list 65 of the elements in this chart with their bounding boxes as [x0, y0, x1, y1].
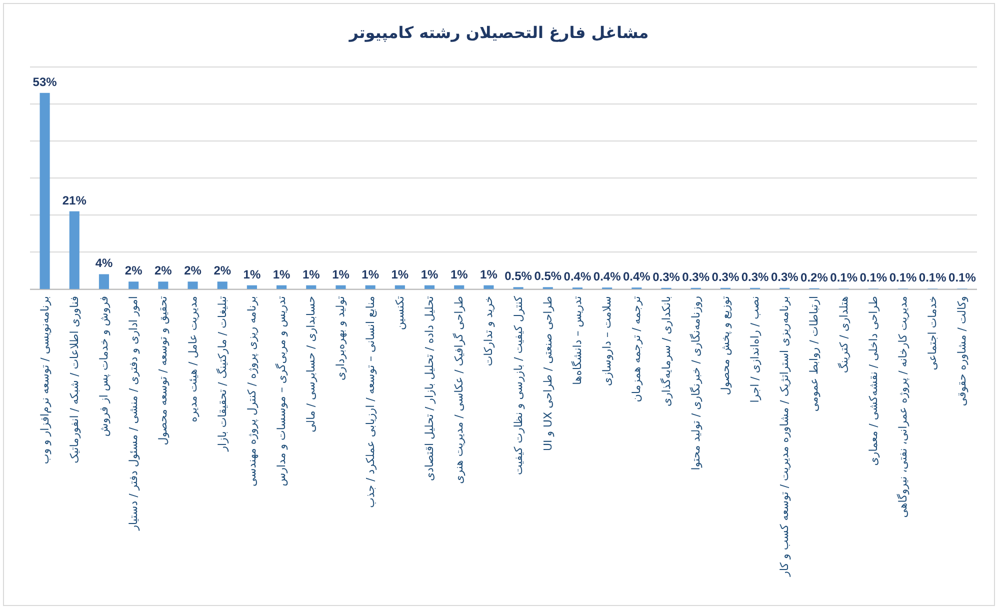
x-tick-label: طراحی داخلی / نقشه‌کشی / معماری [866, 296, 880, 466]
x-tick-label: بانکداری / سرمایه‌گذاری [660, 296, 673, 406]
x-tick-label: برنامه ریزی پروژه / کنترل پروژه مهندسی [245, 296, 258, 486]
data-label: 0.3% [712, 270, 740, 284]
x-tick-label: خرید و تدارکات [482, 296, 496, 366]
data-label: 1% [391, 267, 409, 282]
data-label: 0.3% [741, 270, 769, 284]
data-label: 2% [214, 264, 232, 278]
x-tick-label: امور اداری و دفتری / منشی / مسئول دفتر / دستیار [127, 296, 140, 530]
data-label: 0.1% [860, 270, 888, 285]
title: مشاغل فارغ التحصیلان رشته کامپیوتر [349, 23, 649, 42]
x-tick-label: تدریس و مربی‌گری – موسسات و مدارس [275, 296, 288, 486]
data-label: 0.4% [564, 270, 592, 284]
data-label: 0.1% [889, 270, 917, 285]
x-tick-label: روزنامه‌نگاری / خبرنگاری / تولید محتوا [689, 296, 702, 470]
data-label: 0.1% [948, 270, 976, 285]
x-tick-label: مدیریت کارخانه / پروژه عمرانی، نفتی، نیروگاهی [896, 296, 910, 518]
data-label: 2% [124, 264, 142, 278]
x-tick-label: وکالت / مشاوره حقوقی [956, 296, 969, 406]
x-tick-label: طراحی صنعتی / طراحی UX و UI [541, 296, 554, 452]
data-label: 53% [32, 74, 57, 89]
data-label: 21% [62, 193, 86, 208]
x-tick-label: سلامت – داروسازی [600, 296, 614, 386]
x-tick-label: توزیع و پخش محصول [718, 296, 732, 396]
data-label: 0.5% [534, 269, 562, 284]
x-tick-label: تدریس – دانشگاه‌ها [570, 296, 584, 385]
x-tick-label: فناوری اطلاعات / شبکه / انفورماتیک [68, 296, 81, 464]
data-label: 4% [95, 256, 113, 270]
x-tick-label: حسابداری / حسابرسی / مالی [304, 296, 318, 432]
data-label: 0.3% [682, 270, 710, 284]
data-label: 0.1% [918, 270, 946, 285]
x-tick-label: ارتباطات / روابط عمومی [808, 296, 821, 412]
data-label: 1% [243, 267, 261, 282]
data-label: 0.3% [652, 270, 680, 284]
data-label: 1% [332, 267, 350, 282]
data-label: 0.3% [770, 270, 798, 284]
data-label: 1% [480, 267, 498, 282]
data-label: 1% [302, 267, 320, 282]
data-label: 0.4% [593, 270, 621, 284]
x-tick-label: مدیریت عامل / هیئت مدیره [186, 296, 200, 422]
data-label: 1% [420, 267, 438, 282]
x-tick-label: تحقیق و توسعه / توسعه محصول [156, 296, 170, 446]
x-tick-label: برنامه‌ریزی استراتژیک / مشاوره مدیریت / توسعه کسب و کار [778, 296, 792, 576]
x-tick-label: برنامه‌نویسی / توسعه نرم‌افزار و وب [38, 296, 52, 464]
x-tick-label: تکنسین [393, 296, 406, 330]
data-label: 0.2% [800, 270, 828, 284]
data-label: 2% [154, 264, 172, 278]
x-tick-label: طراحی گرافیک / عکاسی / مدیریت هنری [452, 296, 466, 484]
data-label: 1% [362, 267, 379, 282]
x-tick-label: ترجمه / ترجمه همزمان [630, 296, 644, 402]
data-label: 1% [450, 267, 468, 282]
x-tick-label: منابع انسانی – توسعه / ارزیابی عملکرد / جذب [364, 296, 377, 508]
x-tick-label: تحلیل داده / تحلیل بازار / تحلیل اقتصادی [423, 296, 436, 481]
data-label: 0.4% [623, 270, 650, 284]
data-label: 2% [184, 264, 202, 278]
x-tick-label: فروش و خدمات پس از فروش [97, 296, 110, 437]
x-tick-label: هتلداری / کترینگ [837, 296, 850, 374]
x-tick-label: کنترل کیفیت / بازرسی و نظارت کیفیت [512, 296, 525, 475]
x-tick-label: خدمات اجتماعی [926, 296, 940, 370]
x-tick-label: تولید و بهره‌برداری [334, 296, 348, 380]
data-label: 0.1% [830, 270, 858, 285]
x-tick-label: نصب / راه‌اندازی / اجرا [748, 296, 762, 403]
x-tick-label: تبلیغات / مارکتینگ / تحقیقات بازار [216, 296, 229, 452]
data-label: 0.5% [504, 269, 532, 284]
data-label: 1% [272, 267, 290, 282]
